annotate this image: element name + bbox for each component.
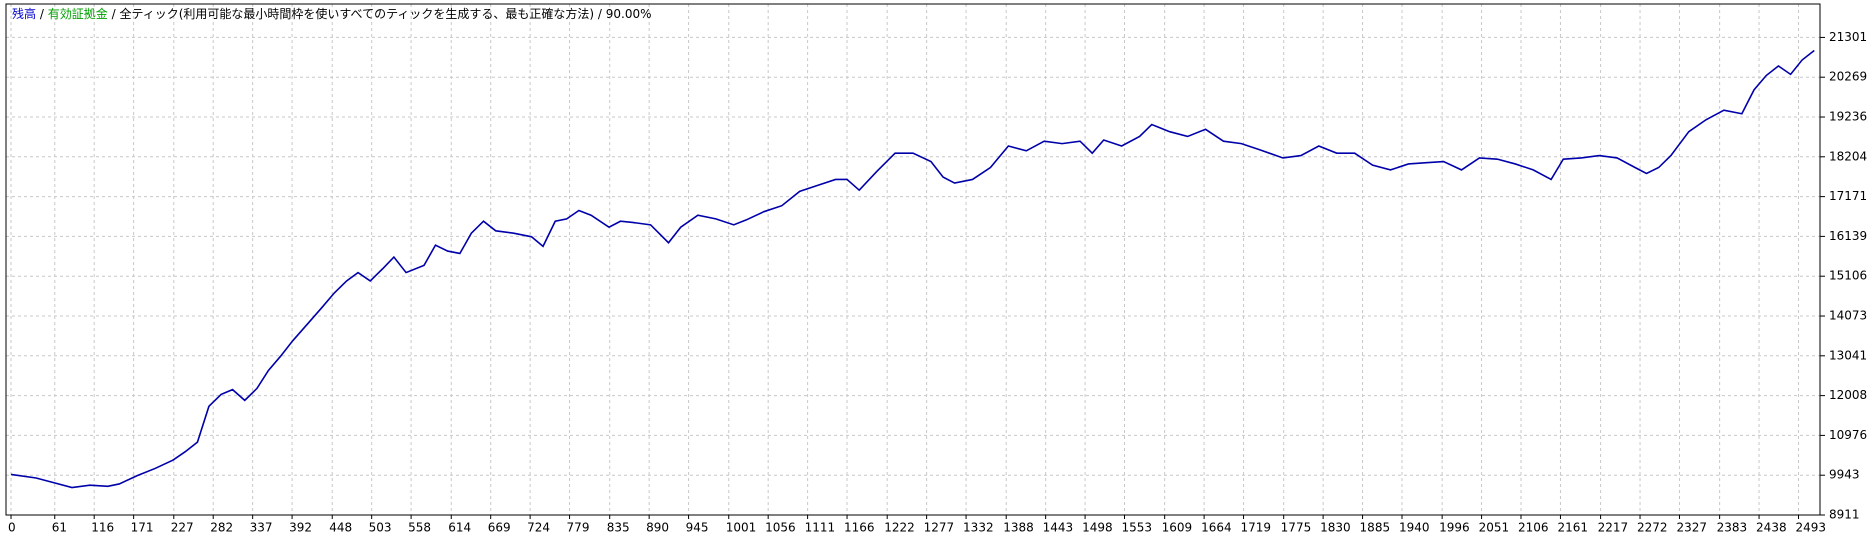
x-tick-label: 1664 bbox=[1201, 521, 1232, 535]
x-tick-label: 1277 bbox=[924, 521, 955, 535]
x-tick-label: 2383 bbox=[1717, 521, 1748, 535]
x-tick-label: 890 bbox=[646, 521, 669, 535]
x-tick-label: 61 bbox=[52, 521, 67, 535]
x-tick-label: 448 bbox=[329, 521, 352, 535]
x-tick-label: 0 bbox=[8, 521, 16, 535]
x-tick-label: 1001 bbox=[726, 521, 757, 535]
y-tick-label: 20269 bbox=[1829, 70, 1867, 84]
x-tick-label: 669 bbox=[488, 521, 511, 535]
x-tick-label: 614 bbox=[448, 521, 471, 535]
x-tick-label: 1996 bbox=[1439, 521, 1470, 535]
y-tick-label: 14073 bbox=[1829, 309, 1867, 323]
y-tick-label: 12008 bbox=[1829, 388, 1867, 402]
separator: / bbox=[112, 7, 117, 21]
x-tick-label: 1111 bbox=[805, 521, 836, 535]
x-tick-label: 1166 bbox=[844, 521, 875, 535]
x-tick-label: 2106 bbox=[1518, 521, 1549, 535]
x-tick-label: 282 bbox=[210, 521, 233, 535]
x-tick-label: 1498 bbox=[1082, 521, 1113, 535]
header: 残高 / 有効証拠金 / 全ティック(利用可能な最小時間枠を使いすべてのティック… bbox=[12, 6, 652, 21]
x-tick-label: 1940 bbox=[1399, 521, 1430, 535]
x-tick-label: 1553 bbox=[1122, 521, 1153, 535]
x-tick-label: 227 bbox=[171, 521, 194, 535]
y-tick-label: 10976 bbox=[1829, 428, 1867, 442]
y-tick-label: 21301 bbox=[1829, 30, 1867, 44]
x-tick-label: 1830 bbox=[1320, 521, 1351, 535]
x-tick-label: 2272 bbox=[1637, 521, 1668, 535]
x-tick-label: 392 bbox=[289, 521, 312, 535]
x-tick-label: 779 bbox=[567, 521, 590, 535]
x-tick-label: 1332 bbox=[963, 521, 994, 535]
x-tick-label: 1719 bbox=[1241, 521, 1272, 535]
x-tick-label: 945 bbox=[686, 521, 709, 535]
x-tick-label: 2051 bbox=[1479, 521, 1510, 535]
x-tick-label: 337 bbox=[250, 521, 273, 535]
x-tick-label: 1222 bbox=[884, 521, 915, 535]
x-tick-label: 2217 bbox=[1598, 521, 1629, 535]
x-tick-label: 116 bbox=[91, 521, 114, 535]
plot-border bbox=[5, 3, 1821, 516]
y-tick-label: 16139 bbox=[1829, 229, 1867, 243]
x-tick-label: 2438 bbox=[1756, 521, 1787, 535]
x-tick-label: 1609 bbox=[1162, 521, 1193, 535]
y-tick-label: 8911 bbox=[1829, 508, 1860, 522]
x-tick-label: 1775 bbox=[1281, 521, 1312, 535]
y-tick-label: 17171 bbox=[1829, 189, 1867, 203]
y-tick-label: 18204 bbox=[1829, 149, 1867, 163]
x-tick-label: 835 bbox=[607, 521, 630, 535]
equity-label: 有効証拠金 bbox=[48, 6, 108, 21]
balance-label: 残高 bbox=[12, 6, 36, 21]
balance-line bbox=[10, 49, 1815, 489]
y-tick-label: 9943 bbox=[1829, 468, 1860, 482]
x-tick-label: 2493 bbox=[1795, 521, 1826, 535]
y-tick-label: 19236 bbox=[1829, 110, 1867, 124]
x-tick-label: 1388 bbox=[1003, 521, 1034, 535]
marks bbox=[10, 49, 1815, 489]
quality-label: 90.00% bbox=[606, 7, 652, 21]
x-tick-label: 1056 bbox=[765, 521, 796, 535]
x-tick-label: 171 bbox=[131, 521, 154, 535]
x-tick-label: 503 bbox=[369, 521, 392, 535]
model-label: 全ティック(利用可能な最小時間枠を使いすべてのティックを生成する、最も正確な方法… bbox=[119, 6, 594, 21]
x-tick-label: 724 bbox=[527, 521, 550, 535]
separator: / bbox=[40, 7, 45, 21]
x-tick-label: 558 bbox=[408, 521, 431, 535]
x-tick-label: 2161 bbox=[1557, 521, 1588, 535]
x-tick-label: 1885 bbox=[1360, 521, 1391, 535]
y-tick-label: 13041 bbox=[1829, 348, 1867, 362]
y-tick-label: 15106 bbox=[1829, 269, 1867, 283]
x-tick-label: 1443 bbox=[1043, 521, 1074, 535]
separator: / bbox=[598, 7, 603, 21]
x-tick-label: 2327 bbox=[1676, 521, 1707, 535]
grid bbox=[6, 4, 1820, 516]
